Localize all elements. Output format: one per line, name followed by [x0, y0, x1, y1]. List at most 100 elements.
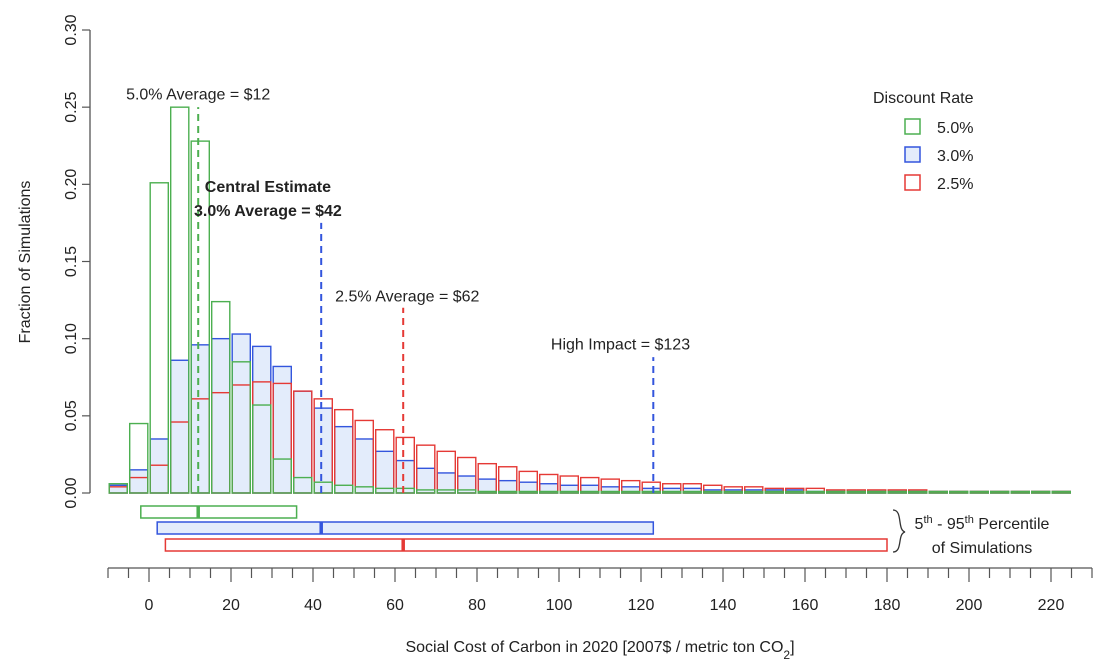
legend-swatch-0 [904, 118, 921, 135]
bar-50pct-5 [210, 300, 231, 494]
bar-50pct-42 [969, 490, 990, 494]
bar-50pct-8 [272, 458, 293, 494]
bar-50pct-9 [293, 476, 313, 494]
bar-50pct-29 [703, 490, 723, 494]
bar-50pct-12 [354, 486, 375, 494]
bar-50pct-21 [539, 490, 559, 494]
bar-30pct-11 [334, 425, 354, 494]
y-tick-label-3: 0.15 [63, 246, 80, 277]
bar-50pct-31 [744, 490, 764, 494]
bar-50pct-25 [621, 490, 641, 494]
bar-50pct-44 [1010, 490, 1031, 494]
x-axis-label: Social Cost of Carbon in 2020 [2007$ / m… [405, 639, 794, 662]
bar-30pct-2 [149, 438, 169, 494]
y-tick-label-0: 0.00 [63, 477, 80, 508]
x-axis-label-suffix: ] [790, 639, 794, 656]
percentile-label-line2: of Simulations [932, 540, 1033, 557]
x-axis-label-subscript: 2 [783, 648, 790, 662]
x-tick-label-7: 140 [710, 597, 737, 614]
percentile-label-part-3: th [965, 514, 974, 526]
bar-30pct-8 [272, 365, 293, 494]
bar-50pct-32 [764, 490, 785, 494]
x-tick-label-2: 40 [304, 597, 322, 614]
reference-lines: 5.0% Average = $12 Central Estimate 3.0% A… [126, 86, 690, 493]
bar-30pct-3 [169, 359, 190, 494]
bar-50pct-45 [1030, 490, 1051, 494]
bar-50pct-35 [826, 490, 846, 494]
bar-50pct-36 [846, 490, 867, 494]
bar-50pct-34 [805, 490, 826, 494]
x-tick-label-1: 20 [222, 597, 240, 614]
x-tick-label-10: 200 [956, 597, 983, 614]
bar-50pct-16 [436, 489, 457, 494]
bar-50pct-33 [785, 490, 805, 494]
percentile-label-part-4: Percentile [974, 516, 1050, 533]
bar-50pct-4 [190, 140, 210, 494]
bar-50pct-41 [949, 490, 969, 494]
bar-50pct-43 [990, 490, 1010, 494]
bar-50pct-26 [641, 490, 662, 494]
bar-50pct-19 [498, 490, 518, 494]
x-tick-label-5: 100 [546, 597, 573, 614]
percentile-label-part-1: th [923, 514, 932, 526]
reference-label-1-0: Central Estimate [205, 179, 331, 196]
bar-30pct-7 [251, 345, 272, 494]
bar-50pct-1 [128, 422, 149, 494]
bar-50pct-20 [518, 490, 539, 494]
histogram-bars [108, 106, 1071, 494]
bar-50pct-23 [580, 490, 600, 494]
bar-50pct-28 [682, 490, 703, 494]
bar-30pct-5 [210, 337, 231, 494]
y-tick-label-2: 0.10 [63, 323, 80, 354]
bar-50pct-2 [149, 182, 169, 494]
x-tick-label-3: 60 [386, 597, 404, 614]
percentile-box-0 [140, 505, 298, 519]
legend: Discount Rate 5.0% 3.0% 2.5% [873, 90, 974, 193]
x-tick-label-6: 120 [628, 597, 655, 614]
bar-50pct-37 [867, 490, 887, 494]
y-tick-label-1: 0.05 [63, 400, 80, 431]
x-tick-label-8: 160 [792, 597, 819, 614]
bar-50pct-39 [908, 490, 928, 494]
bar-50pct-18 [477, 490, 498, 494]
bar-50pct-0 [108, 483, 128, 494]
percentile-brace [892, 509, 906, 553]
legend-label-1: 3.0% [937, 148, 973, 165]
axes: 0.00 0.05 0.10 0.15 0.20 0.25 0.30 0 20 40 60 80 100… [63, 14, 1093, 614]
bar-50pct-6 [231, 361, 251, 494]
x-axis-label-main: Social Cost of Carbon in 2020 [2007$ / m… [405, 639, 783, 656]
bar-30pct-12 [354, 438, 375, 494]
reference-label-2-0: 2.5% Average = $62 [335, 289, 479, 306]
reference-label-3-0: High Impact = $123 [551, 336, 690, 353]
bar-30pct-13 [375, 450, 395, 494]
legend-swatch-2 [904, 174, 921, 191]
reference-label-1-1: 3.0% Average = $42 [194, 203, 342, 220]
bar-50pct-11 [334, 484, 354, 494]
bar-50pct-15 [416, 489, 436, 494]
bar-50pct-24 [600, 490, 621, 494]
bar-30pct-4 [190, 344, 210, 494]
bar-50pct-38 [887, 490, 908, 494]
bar-50pct-10 [313, 481, 334, 494]
percentile-label-part-0: 5 [915, 516, 924, 533]
bar-30pct-1 [128, 469, 149, 494]
bar-50pct-27 [662, 490, 682, 494]
percentile-label-part-2: - 95 [933, 516, 965, 533]
y-tick-label-5: 0.25 [63, 91, 80, 122]
x-tick-label-9: 180 [874, 597, 901, 614]
y-axis-label: Fraction of Simulations [17, 181, 34, 344]
x-tick-label-11: 220 [1038, 597, 1065, 614]
bar-50pct-14 [395, 487, 416, 494]
bar-30pct-6 [231, 333, 251, 494]
bar-50pct-46 [1051, 490, 1071, 494]
bar-50pct-22 [559, 490, 580, 494]
series-50pct-bars [108, 106, 1071, 494]
legend-swatch-1 [904, 146, 921, 163]
reference-label-0-0: 5.0% Average = $12 [126, 86, 270, 103]
legend-label-2: 2.5% [937, 176, 973, 193]
bar-50pct-3 [169, 106, 190, 494]
y-tick-label-4: 0.20 [63, 169, 80, 200]
bar-50pct-40 [928, 490, 949, 494]
